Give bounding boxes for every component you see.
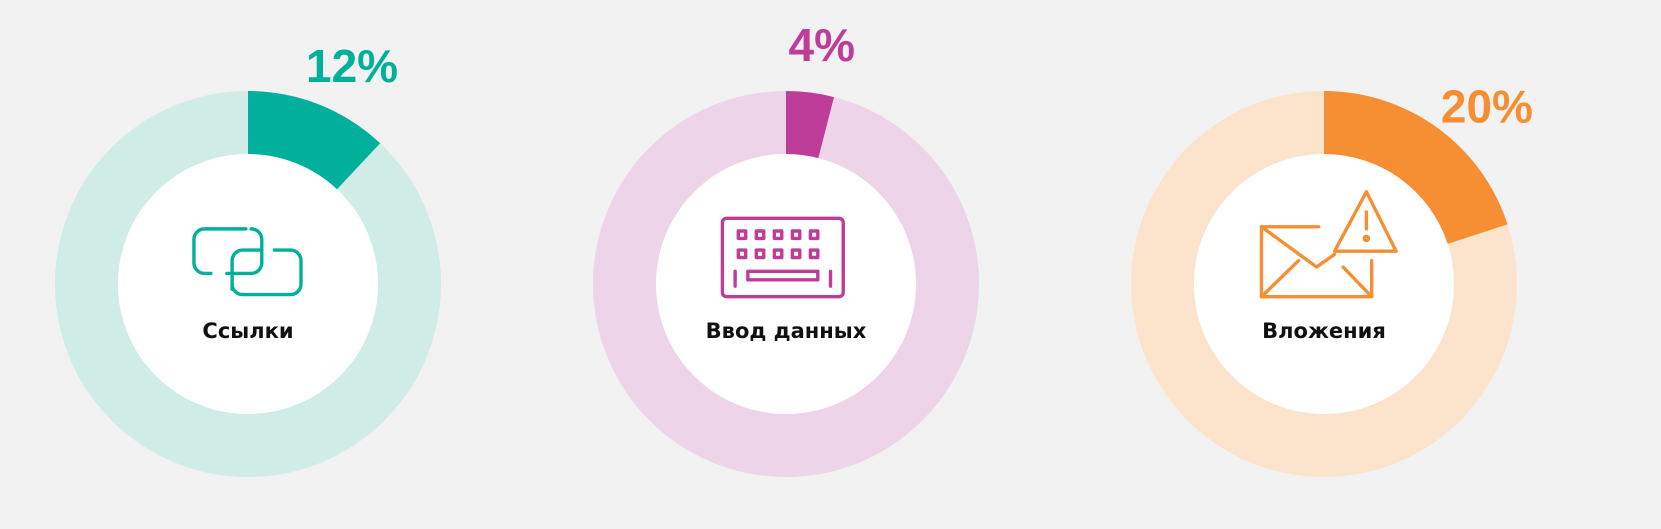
attachment-icon: [1259, 190, 1398, 299]
donut-segment: [248, 91, 381, 190]
donut-chart: 12% Ссылки: [55, 40, 441, 477]
donut-chart: 4% Ввод данных: [593, 19, 979, 477]
value-label: 20%: [1441, 81, 1533, 133]
donut-hole: [1194, 154, 1454, 414]
donut-chart: 20% Вложения: [1131, 81, 1533, 477]
donut-hole: [656, 154, 916, 414]
donut-hole: [118, 154, 378, 414]
category-label: Ввод данных: [706, 319, 867, 343]
value-label: 4%: [789, 19, 855, 71]
category-label: Вложения: [1262, 319, 1386, 343]
link-icon: [192, 227, 303, 297]
category-label: Ссылки: [202, 319, 293, 343]
value-label: 12%: [306, 40, 398, 92]
keyboard-icon: [720, 216, 845, 299]
donut-segment: [1324, 91, 1508, 244]
donut-segment: [786, 91, 834, 159]
